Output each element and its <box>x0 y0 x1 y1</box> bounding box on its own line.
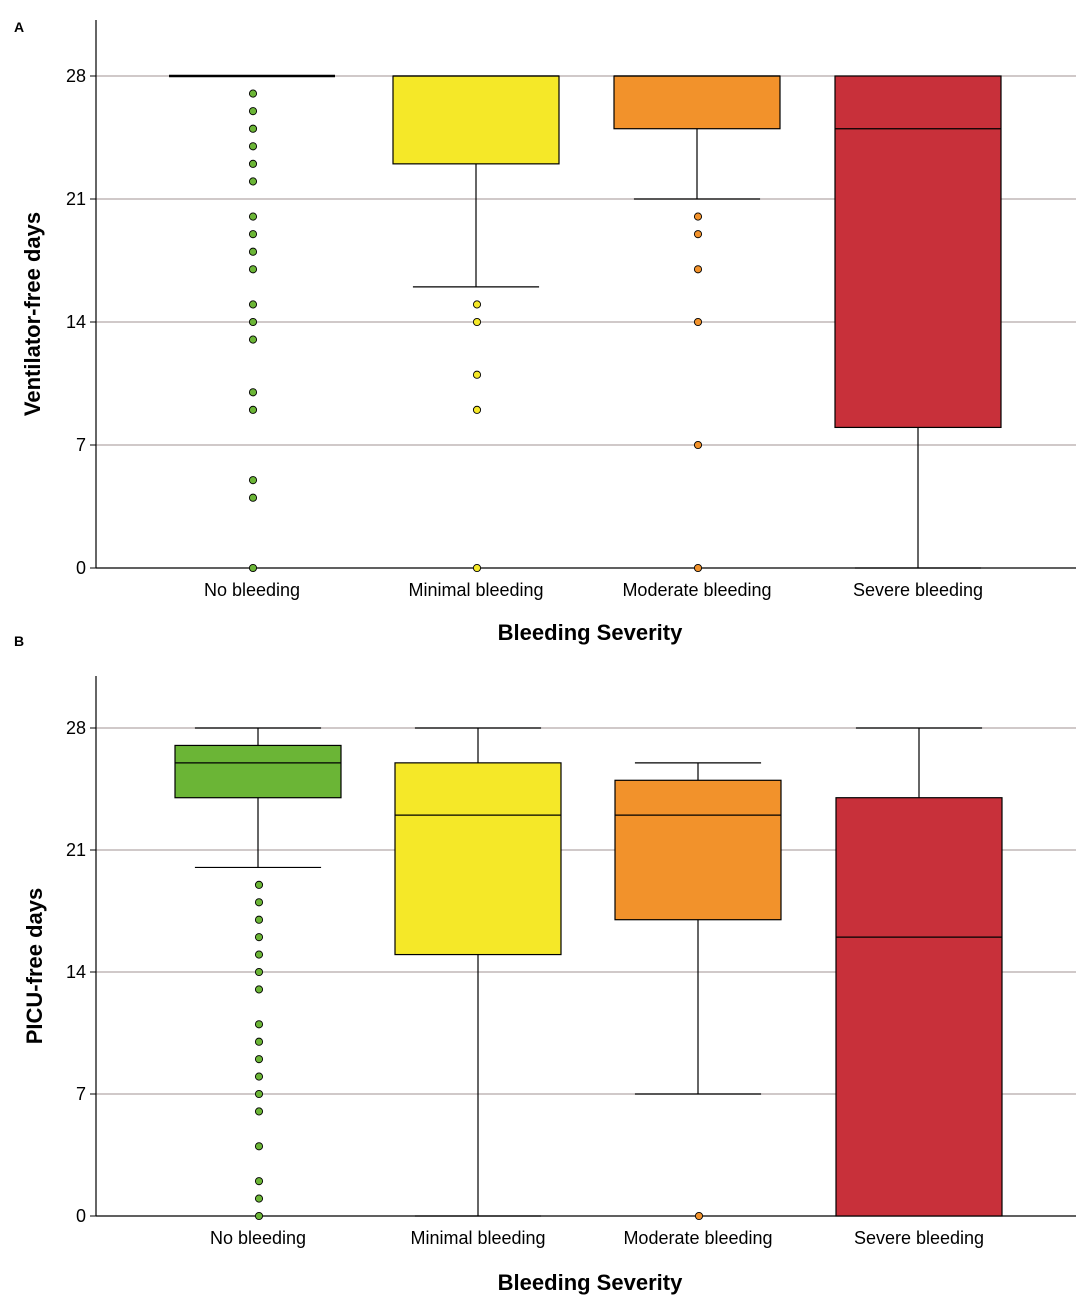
box-iqr <box>834 75 1002 429</box>
box-no-bleeding <box>174 727 342 1221</box>
x-tick-label: Minimal bleeding <box>410 1228 545 1248</box>
outlier-point <box>254 967 264 977</box>
outlier-point <box>254 1107 264 1116</box>
outlier-point <box>694 1211 704 1221</box>
outlier-point <box>472 300 482 309</box>
outlier-point <box>248 335 258 344</box>
y-axis-title: PICU-free days <box>22 888 47 1045</box>
x-axis-title: Bleeding Severity <box>498 1270 683 1295</box>
outlier-point <box>248 124 258 133</box>
outlier-point <box>693 230 703 239</box>
outlier-point <box>254 985 264 994</box>
outlier-point <box>248 212 258 221</box>
outlier-point <box>254 1020 264 1029</box>
outlier-point <box>472 370 482 379</box>
outlier-point <box>693 317 703 327</box>
y-tick-label: 14 <box>66 962 86 982</box>
y-tick-label: 7 <box>76 435 86 455</box>
box-iqr <box>174 744 342 799</box>
panel-label: B <box>14 633 24 649</box>
outlier-point <box>248 142 258 151</box>
panel-label: A <box>14 19 24 35</box>
chart-panel-a: A 0 7 14 21 28 No bleeding Minimal bleeding Mode… <box>14 19 1076 645</box>
y-tick-label: 0 <box>76 558 86 578</box>
chart-panel-b: B 0 7 14 21 28 No bleeding Minimal bleeding Mode… <box>14 633 1076 1295</box>
outlier-point <box>254 933 264 942</box>
outlier-point <box>693 265 703 274</box>
outlier-point <box>254 1211 264 1221</box>
outlier-point <box>254 950 264 959</box>
box-iqr <box>394 762 562 956</box>
y-tick-label: 21 <box>66 189 86 209</box>
box-moderate-bleeding <box>614 762 782 1221</box>
x-tick-label: Severe bleeding <box>853 580 983 600</box>
x-tick-label: Minimal bleeding <box>408 580 543 600</box>
y-tick-label: 28 <box>66 718 86 738</box>
outlier-point <box>693 440 703 450</box>
outlier-point <box>472 405 482 414</box>
outlier-point <box>254 1142 264 1151</box>
outlier-point <box>254 1055 264 1064</box>
box-severe-bleeding <box>834 75 1002 569</box>
outlier-point <box>248 405 258 414</box>
outlier-point <box>248 493 258 502</box>
y-tick-label: 0 <box>76 1206 86 1226</box>
outlier-point <box>254 915 264 924</box>
box-no-bleeding <box>169 74 335 573</box>
outlier-point <box>472 317 482 327</box>
y-tick-label: 21 <box>66 840 86 860</box>
x-tick-label: No bleeding <box>210 1228 306 1248</box>
box-moderate-bleeding <box>613 75 781 573</box>
outlier-point <box>248 265 258 274</box>
outlier-point <box>248 177 258 186</box>
y-axis-title: Ventilator-free days <box>20 212 45 416</box>
outlier-point <box>254 1194 264 1203</box>
y-tick-label: 7 <box>76 1084 86 1104</box>
box-iqr <box>392 75 560 165</box>
outlier-point <box>248 107 258 116</box>
box-iqr <box>614 779 782 921</box>
outlier-point <box>248 563 258 573</box>
outlier-point <box>254 1177 264 1186</box>
box-minimal-bleeding <box>392 75 560 573</box>
outlier-point <box>248 230 258 239</box>
outlier-point <box>248 388 258 397</box>
box-iqr <box>835 797 1003 1217</box>
outlier-point <box>248 247 258 256</box>
outlier-point <box>254 1037 264 1046</box>
box-iqr <box>613 75 781 130</box>
y-tick-label: 14 <box>66 312 86 332</box>
outlier-point <box>248 159 258 168</box>
y-tick-label: 28 <box>66 66 86 86</box>
x-tick-label: Moderate bleeding <box>622 580 771 600</box>
outlier-point <box>693 212 703 221</box>
outlier-point <box>248 476 258 485</box>
outlier-point <box>248 89 258 98</box>
outlier-point <box>472 563 482 573</box>
outlier-point <box>254 880 264 889</box>
outlier-point <box>254 1089 264 1099</box>
x-tick-label: No bleeding <box>204 580 300 600</box>
outlier-point <box>693 563 703 573</box>
outlier-point <box>254 1072 264 1081</box>
outlier-point <box>254 898 264 907</box>
x-tick-label: Severe bleeding <box>854 1228 984 1248</box>
x-axis-title: Bleeding Severity <box>498 620 683 645</box>
outlier-point <box>248 317 258 327</box>
box-minimal-bleeding <box>394 727 562 1217</box>
outlier-point <box>248 300 258 309</box>
x-tick-label: Moderate bleeding <box>623 1228 772 1248</box>
box-severe-bleeding <box>835 727 1003 1217</box>
